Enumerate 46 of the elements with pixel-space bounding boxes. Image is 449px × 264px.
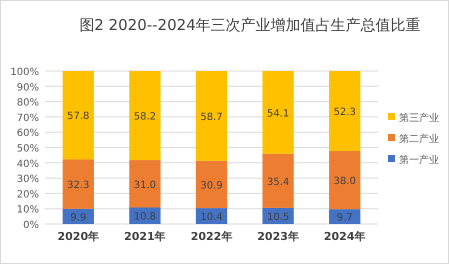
bar xyxy=(129,71,161,160)
data-label: 10.8 xyxy=(134,212,156,223)
bar xyxy=(329,151,360,210)
legend-label: 第一产业 xyxy=(399,154,439,166)
data-label: 58.7 xyxy=(200,112,223,123)
data-label: 30.9 xyxy=(200,180,223,192)
y-tick-label: 80% xyxy=(16,98,39,109)
bar xyxy=(196,71,228,161)
y-tick-label: 40% xyxy=(16,158,39,170)
bar xyxy=(262,154,294,208)
data-label: 32.3 xyxy=(67,180,90,192)
data-label: 38.0 xyxy=(334,176,356,188)
y-tick-label: 100% xyxy=(10,67,39,78)
bar xyxy=(329,209,360,224)
y-tick-label: 60% xyxy=(16,128,39,140)
x-tick-label: 2021年 xyxy=(124,230,166,243)
bar xyxy=(129,160,161,208)
data-label: 31.0 xyxy=(134,180,156,191)
x-tick-label: 2020年 xyxy=(57,230,100,243)
x-tick-label: 2022年 xyxy=(190,230,232,243)
y-tick-label: 70% xyxy=(16,112,39,124)
y-tick-label: 50% xyxy=(16,144,39,154)
y-tick-label: 30% xyxy=(16,174,39,186)
legend-label: 第三产业 xyxy=(399,112,439,124)
y-tick-label: 10% xyxy=(16,204,39,216)
bar xyxy=(262,71,294,154)
data-label: 52.3 xyxy=(334,107,356,118)
x-tick-label: 2023年 xyxy=(257,230,299,243)
bar xyxy=(196,160,228,208)
data-label: 10.5 xyxy=(266,212,290,223)
chart-title: 图2 2020--2024年三次产业增加值占生产总值比重 xyxy=(79,16,421,34)
data-label: 57.8 xyxy=(67,111,90,122)
bar xyxy=(329,71,360,152)
data-label: 54.1 xyxy=(266,108,290,120)
data-label: 9.9 xyxy=(70,212,86,224)
y-tick-label: 0% xyxy=(23,220,39,231)
y-tick-label: 90% xyxy=(16,82,39,94)
bar xyxy=(62,71,94,160)
bar xyxy=(62,159,94,209)
x-tick-label: 2024年 xyxy=(324,230,366,243)
legend-label: 第二产业 xyxy=(399,133,439,145)
data-label: 10.4 xyxy=(200,212,223,224)
data-label: 35.4 xyxy=(266,176,290,188)
data-label: 58.2 xyxy=(134,112,156,123)
y-tick-label: 20% xyxy=(16,189,39,200)
data-label: 9.7 xyxy=(336,212,353,224)
